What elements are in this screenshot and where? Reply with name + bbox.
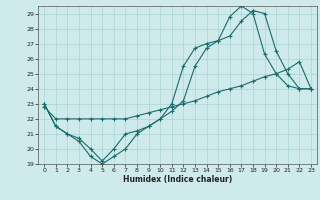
X-axis label: Humidex (Indice chaleur): Humidex (Indice chaleur) [123, 175, 232, 184]
